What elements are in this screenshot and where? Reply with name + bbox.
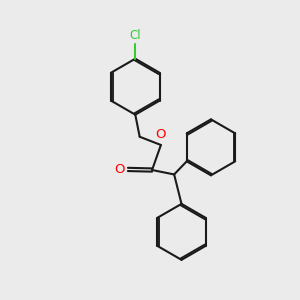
Text: O: O <box>114 163 124 176</box>
Text: O: O <box>156 128 166 141</box>
Text: Cl: Cl <box>130 28 141 42</box>
